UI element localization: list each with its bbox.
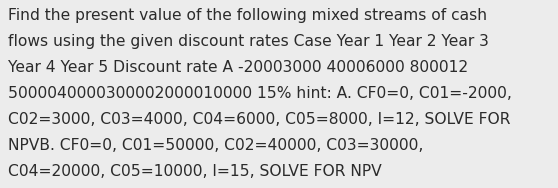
Text: 500004000030000200​0010000 15% hint: A. CF0=0, C01=-2000,: 500004000030000200​0010000 15% hint: A. …: [8, 86, 512, 101]
Text: NPVB. CF0=0, C01=50000, C02=40000, C03=30000,: NPVB. CF0=0, C01=50000, C02=40000, C03=3…: [8, 138, 424, 153]
Text: Find the present value of the following mixed streams of cash: Find the present value of the following …: [8, 8, 488, 24]
Text: C02=3000, C03=4000, C04=6000, C05=8000, I=12, SOLVE FOR: C02=3000, C03=4000, C04=6000, C05=8000, …: [8, 112, 511, 127]
Text: flows using the given discount rates Case Year 1 Year 2 Year 3: flows using the given discount rates Cas…: [8, 34, 489, 49]
Text: C04=20000, C05=10000, I=15, SOLVE FOR NPV: C04=20000, C05=10000, I=15, SOLVE FOR NP…: [8, 164, 382, 179]
Text: Year 4 Year 5 Discount rate A -20003000 40006000 800012: Year 4 Year 5 Discount rate A -20003000 …: [8, 60, 469, 75]
